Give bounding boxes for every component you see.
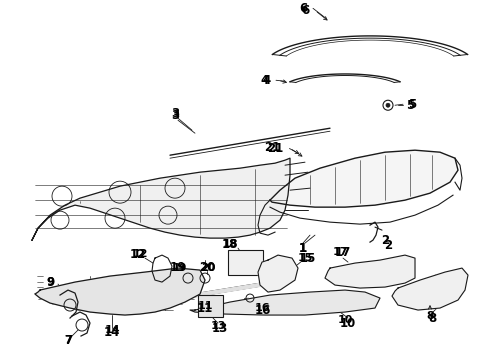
Text: 12: 12 <box>132 249 148 259</box>
Text: 13: 13 <box>212 321 228 334</box>
Text: 9: 9 <box>46 277 54 287</box>
Polygon shape <box>392 268 468 310</box>
Text: 2: 2 <box>384 239 392 252</box>
Text: 8: 8 <box>426 311 434 321</box>
Text: 10: 10 <box>337 315 353 325</box>
Text: 17: 17 <box>332 247 348 257</box>
Bar <box>228 250 263 275</box>
Polygon shape <box>270 150 458 207</box>
Polygon shape <box>32 158 290 240</box>
Text: 16: 16 <box>254 303 270 313</box>
Text: 12: 12 <box>130 248 146 261</box>
Polygon shape <box>258 255 298 292</box>
Text: 11: 11 <box>197 301 213 311</box>
Text: 6: 6 <box>301 4 309 17</box>
Polygon shape <box>325 255 415 288</box>
Text: 1: 1 <box>299 242 307 255</box>
Text: 16: 16 <box>255 303 271 316</box>
Text: 14: 14 <box>104 325 120 335</box>
Text: 18: 18 <box>222 238 238 251</box>
Text: 5: 5 <box>408 98 416 111</box>
Text: 9: 9 <box>46 275 54 289</box>
Text: 6: 6 <box>299 2 307 15</box>
Polygon shape <box>190 290 380 315</box>
Text: 4: 4 <box>261 74 269 87</box>
Text: 4: 4 <box>263 74 271 87</box>
Text: 20: 20 <box>201 263 215 273</box>
Text: 11: 11 <box>197 302 213 315</box>
Text: 18: 18 <box>222 239 238 249</box>
Text: 19: 19 <box>173 263 187 273</box>
Text: 17: 17 <box>335 246 351 258</box>
Text: 13: 13 <box>210 321 226 331</box>
Text: 19: 19 <box>170 261 186 274</box>
Text: 21: 21 <box>267 142 283 155</box>
Text: 8: 8 <box>428 311 436 324</box>
Text: 3: 3 <box>171 107 179 120</box>
Polygon shape <box>35 268 205 315</box>
Text: 5: 5 <box>406 99 414 112</box>
Text: 7: 7 <box>64 335 72 345</box>
Text: 3: 3 <box>171 109 179 122</box>
Text: 2: 2 <box>381 234 389 247</box>
Text: 10: 10 <box>340 316 356 329</box>
Text: 20: 20 <box>199 261 215 274</box>
Polygon shape <box>188 280 280 298</box>
Text: 15: 15 <box>300 252 316 265</box>
Text: 21: 21 <box>264 141 280 154</box>
Text: 7: 7 <box>64 333 72 347</box>
Text: 14: 14 <box>104 325 120 338</box>
Circle shape <box>386 103 390 107</box>
Bar <box>198 295 223 317</box>
Text: 1: 1 <box>299 242 307 255</box>
Text: 15: 15 <box>297 253 313 263</box>
